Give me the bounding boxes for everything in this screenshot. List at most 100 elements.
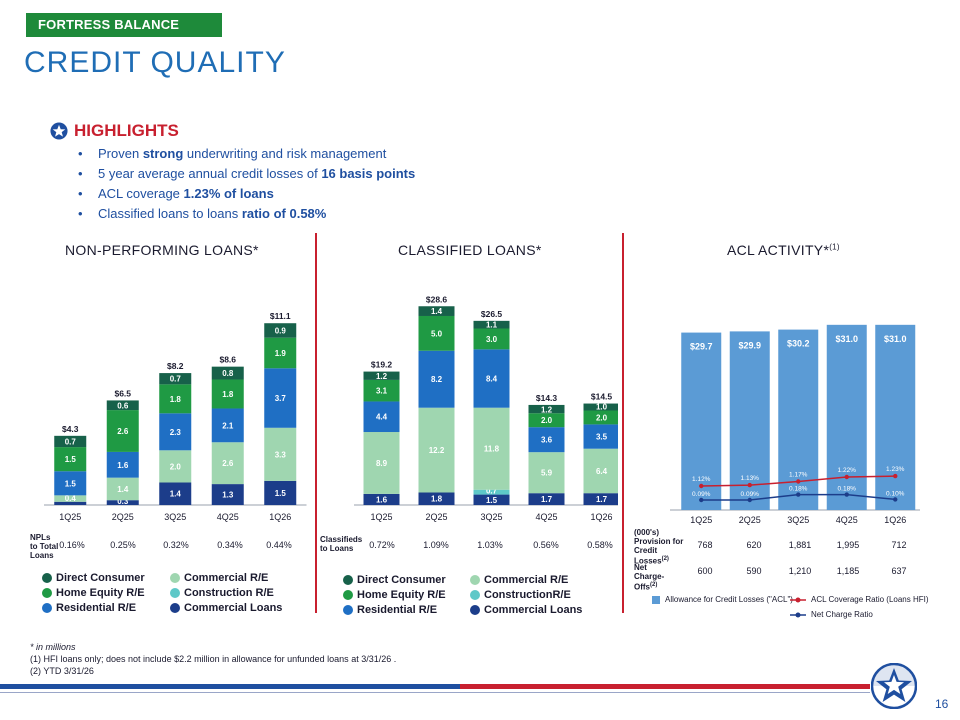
bar-segment [418,306,455,316]
data-label: 1.7 [596,495,608,504]
bar-segment [473,494,510,505]
bar-segment [363,379,400,402]
bar-segment [159,384,192,414]
net-charge-point [893,497,898,502]
footnote: (1) HFI loans only; does not include $2.… [30,654,397,664]
data-label: 3.3 [275,450,287,459]
bar-segment [106,410,139,452]
legend-label: Direct Consumer [56,571,145,584]
legend-swatch [470,589,480,600]
bar-segment [106,451,139,478]
nco-value: 637 [891,566,907,576]
data-label: 1.8 [170,395,182,404]
data-label: 1.4 [170,490,182,499]
tick-label: 1Q25 [370,512,392,522]
bar-segment [473,349,510,408]
provision-value: 712 [891,540,907,550]
legend-label: Residential R/E [357,603,438,616]
provision-value: 768 [697,540,713,550]
legend-swatch [42,572,52,583]
bar-segment [583,493,618,505]
data-label: 1.5 [65,479,77,488]
tick-label: 4Q25 [535,512,557,522]
legend-swatch [343,604,353,615]
legend-label: Residential R/E [56,601,137,614]
tick-label: 1Q25 [59,512,81,522]
net-charge-point [796,492,801,497]
nco-value: 1,185 [836,566,860,576]
classified-ratio-label: Classifieds to Loans [320,535,363,553]
data-label: 0.7 [486,487,498,496]
legend-swatch [470,604,480,615]
tick-label: 1Q25 [690,515,712,525]
net-charge-point [699,497,704,503]
section-tag: FORTRESS BALANCE SHEET [26,13,222,56]
nco-value: 600 [697,566,713,576]
data-label: 1.2 [541,405,553,414]
data-label: $31.0 [835,334,858,344]
bank-logo [871,663,917,709]
bar-segment [528,427,565,453]
bottom-rule [0,692,870,693]
legend-label: ConstructionR/E [484,588,571,601]
footnote: (2) YTD 3/31/26 [30,666,94,676]
bar-segment [583,403,618,411]
bar-segment [106,477,139,501]
data-label: $31.0 [884,334,907,344]
footnotes: * in millions (1) HFI loans only; does n… [30,641,396,677]
data-label: 2.6 [222,459,234,468]
legend-label: Home Equity R/E [56,586,145,599]
data-label: 3.6 [541,436,553,445]
bar-segment [473,320,510,329]
bar-segment [528,493,565,505]
classified-ratio: 1.09% [423,540,449,550]
legend-swatch [652,595,660,604]
data-label: 0.09% [741,491,760,498]
total-label: $6.5 [114,388,131,398]
data-label: 0.7 [65,437,77,446]
data-label: 1.3 [222,491,234,500]
bar-segment [54,501,87,505]
data-label: 11.8 [484,445,500,454]
acl-bar [681,332,722,510]
page-title: CREDIT QUALITY [24,46,286,79]
bar-segment [363,493,400,505]
data-label: 1.0 [596,402,608,411]
acl-bar [729,331,770,510]
npl-ratio-label: NPLs to Total Loans [30,533,59,560]
total-label: $8.2 [167,361,184,371]
classified-legend: Commercial R/E ConstructionR/E Commercia… [470,572,582,617]
data-label: 1.7 [541,495,553,504]
legend-swatch [470,574,480,585]
bar-segment [528,452,565,494]
acl-nco-label: Net Charge-Offs(2) [634,563,665,592]
highlights-title: HIGHLIGHTS [74,121,179,140]
data-label: $29.9 [738,340,761,350]
data-label: 2.0 [541,416,553,425]
data-label: 1.22% [838,467,857,474]
data-label: 8.2 [431,375,443,384]
data-label: 2.0 [596,413,608,422]
npl-ratio: 0.34% [217,540,243,550]
npl-legend: Direct Consumer Home Equity R/E Resident… [42,570,145,615]
bar-segment [583,424,618,449]
bar-segment [528,404,565,414]
data-label: 0.9 [275,326,287,335]
total-label: $19.2 [371,360,393,370]
data-label: 8.4 [486,375,498,384]
data-label: 1.23% [886,466,905,473]
highlights-list: Proven strong underwriting and risk mana… [78,144,415,224]
legend-label: Direct Consumer [357,573,446,586]
data-label: 1.9 [275,349,287,358]
bar-segment [211,366,244,380]
acl-coverage-point [699,483,704,489]
classified-chart: 1.6 8.9 4.4 3.1 1.2 $19.2 1Q25 1.8 12.2 8.2 5.0 1.4… [354,294,618,522]
data-label: 0.8 [222,369,234,378]
bar-segment [264,368,297,428]
npl-ratio: 0.44% [266,540,292,550]
bar-segment [583,448,618,494]
highlight-item: 5 year average annual credit losses of 1… [78,164,415,184]
data-label: 5.0 [431,329,443,338]
star-icon [50,122,68,140]
total-label: $4.3 [62,424,79,434]
